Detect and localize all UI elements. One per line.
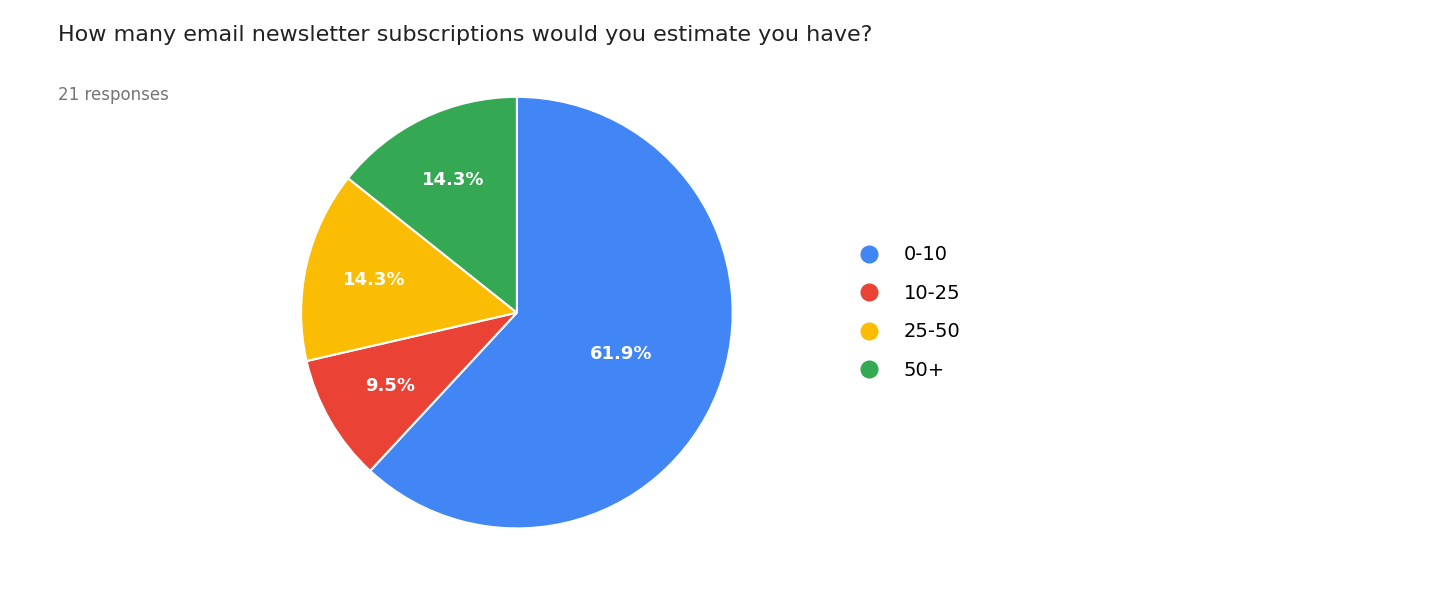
Text: 9.5%: 9.5% <box>365 377 415 395</box>
Legend: 0-10, 10-25, 25-50, 50+: 0-10, 10-25, 25-50, 50+ <box>840 236 970 389</box>
Wedge shape <box>348 97 517 313</box>
Text: 14.3%: 14.3% <box>422 172 485 189</box>
Text: How many email newsletter subscriptions would you estimate you have?: How many email newsletter subscriptions … <box>58 25 872 45</box>
Text: 61.9%: 61.9% <box>590 345 652 363</box>
Wedge shape <box>370 97 732 528</box>
Wedge shape <box>307 313 517 471</box>
Text: 14.3%: 14.3% <box>342 271 405 289</box>
Text: 21 responses: 21 responses <box>58 86 169 104</box>
Wedge shape <box>301 178 517 361</box>
